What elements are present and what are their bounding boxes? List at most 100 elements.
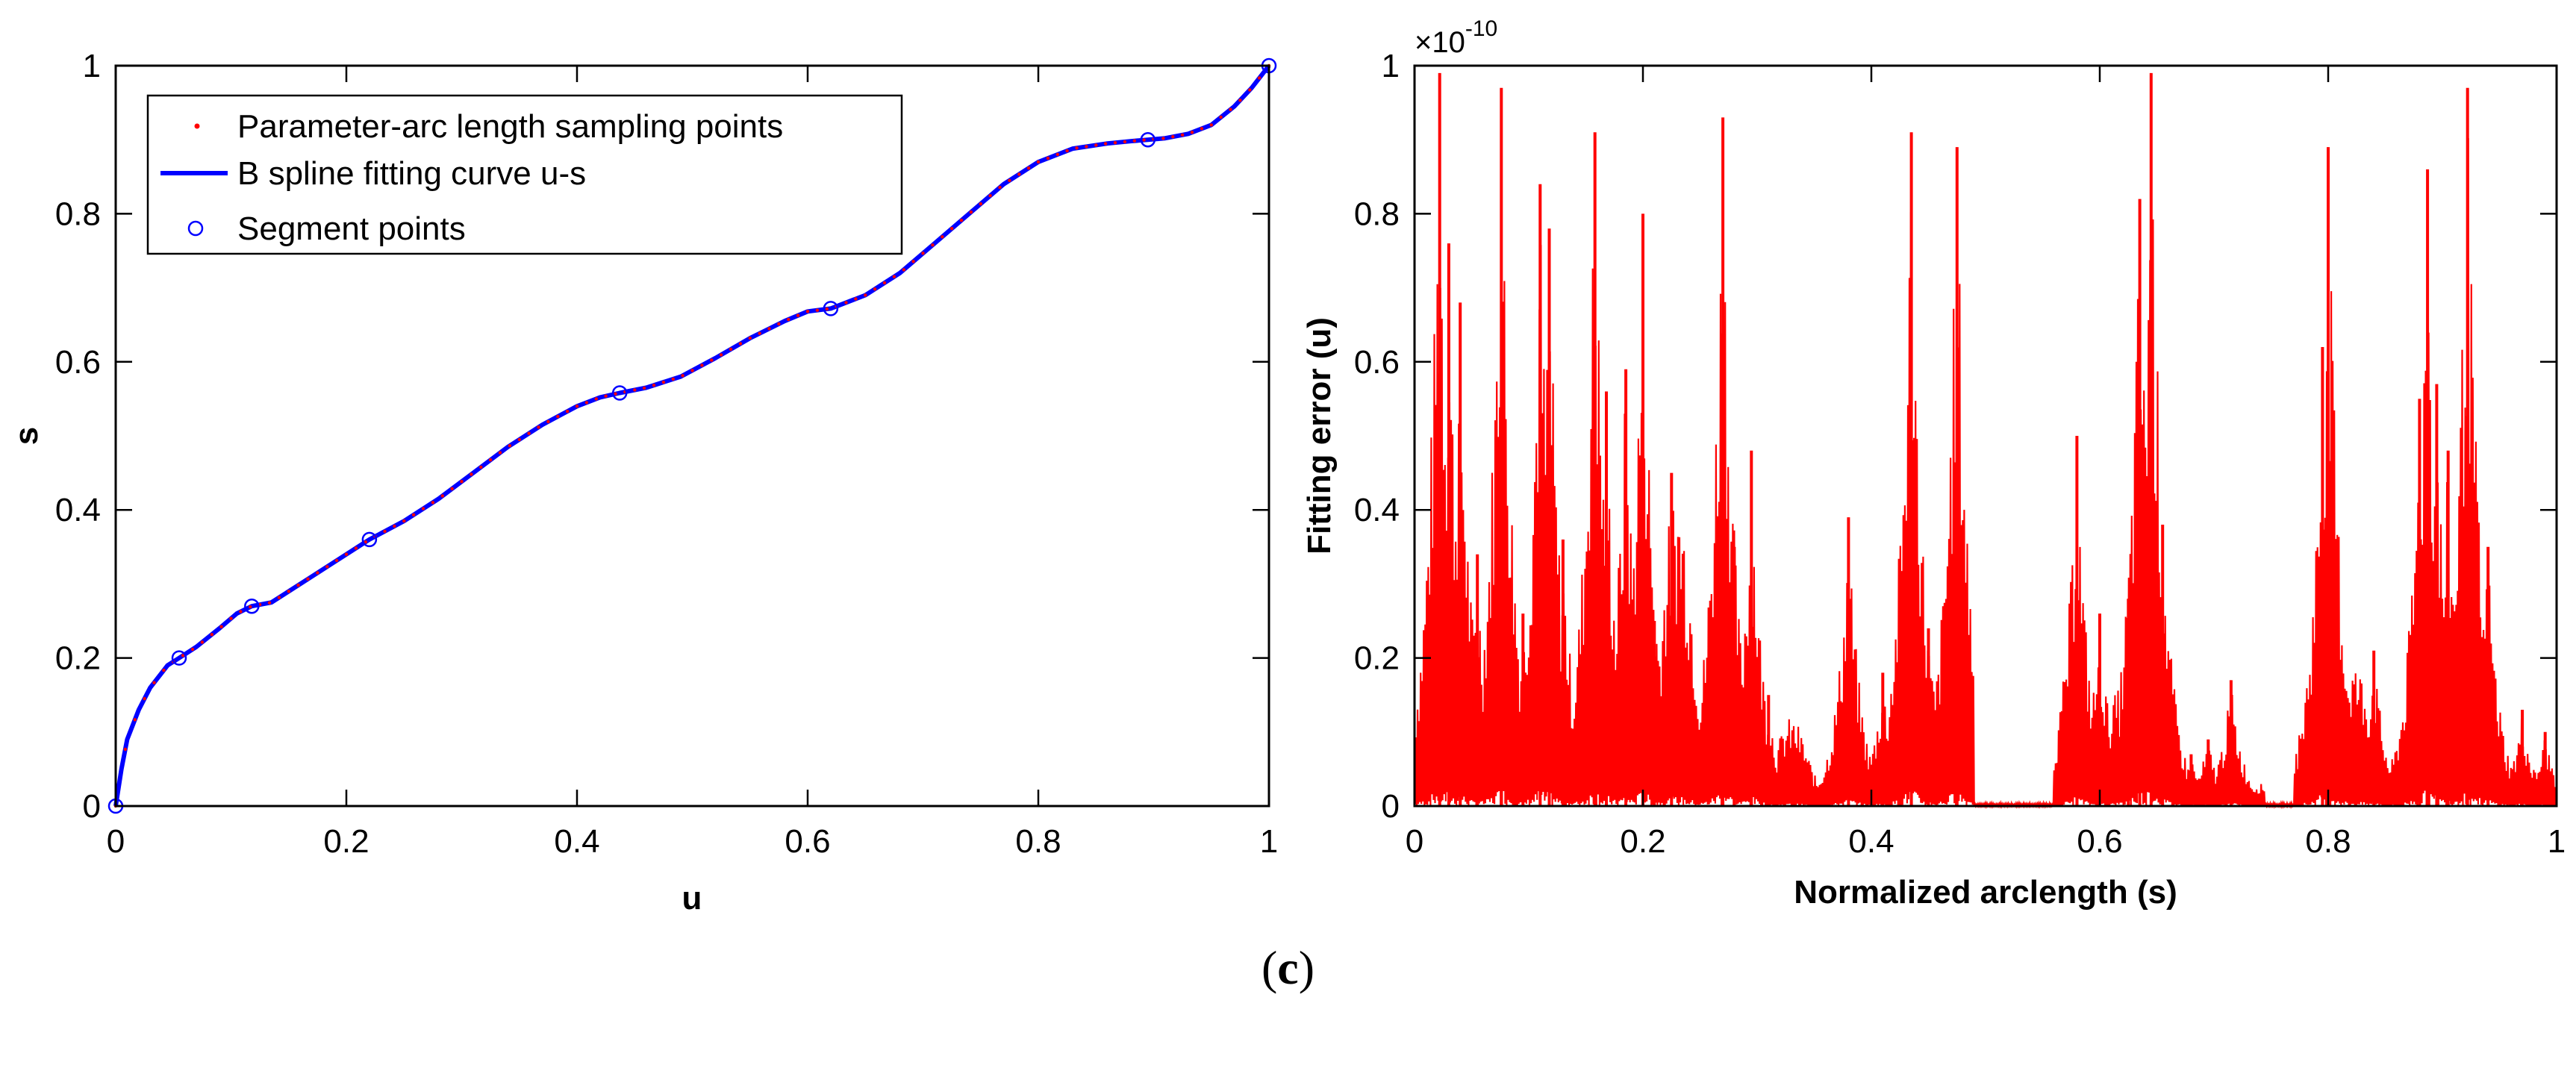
x-tick-label: 0 [107,823,125,860]
sampling-point [556,414,560,419]
x-tick-label: 1 [2548,823,2566,860]
sampling-point [1017,172,1021,176]
sampling-point [671,377,675,381]
y-tick-label: 0.6 [55,344,101,381]
sampling-point [1085,145,1088,149]
sampling-point [815,308,820,312]
sampling-point [690,369,694,372]
sampling-point [249,605,252,609]
sampling-point [777,322,781,326]
sampling-point [1046,156,1050,160]
sampling-point [1171,135,1175,139]
sampling-point [411,513,416,516]
x-tick-label: 0.6 [785,823,830,860]
sampling-point [1113,141,1117,145]
sampling-point [1026,166,1031,170]
y-tick-label: 0 [1382,788,1400,825]
segment-point [611,385,628,401]
segment-point [244,598,260,614]
sampling-point [527,431,531,435]
sampling-point [633,388,637,392]
sampling-point [1123,140,1127,144]
right-axes-frame [1413,64,2558,808]
x-tick-label: 0.2 [1620,823,1665,860]
sampling-point [1036,160,1041,164]
sampling-point [738,342,743,346]
sampling-point [219,625,223,628]
sampling-point [652,384,656,387]
sampling-point [316,571,319,575]
sampling-point [998,185,1002,190]
right-ticks: 0 0.2 0.4 0.6 0.8 1 0 0.2 0.4 0.6 0.8 1 [1354,48,2566,860]
sampling-point [1219,115,1223,119]
sampling-point [287,590,290,593]
y-tick-label: 0.4 [1354,492,1400,528]
sampling-point [969,210,973,214]
sampling-point [941,235,944,239]
sampling-point [306,577,310,581]
sampling-point [767,327,771,331]
sampling-point [575,405,579,408]
sampling-point [1075,146,1079,150]
sampling-point [959,219,964,222]
sampling-point [334,558,339,563]
sampling-point [354,546,358,550]
sampling-point [1190,131,1194,134]
sampling-point [517,437,521,442]
left-y-axis-label: s [8,427,45,445]
sampling-point [1008,178,1011,182]
sampling-point [1248,88,1252,92]
figure-caption: (c) [0,940,2576,996]
sampling-point [710,358,714,362]
sampling-point [1200,127,1204,131]
sampling-point [123,747,128,752]
legend-segment-circle-icon [187,220,204,237]
sampling-point [892,275,896,278]
sampling-point [700,363,704,367]
sampling-point [488,458,493,462]
sampling-point [604,394,608,398]
sampling-point [431,501,435,505]
sampling-point [902,268,906,272]
sampling-point [719,353,723,357]
sampling-point [479,465,483,469]
legend-sampling-marker-icon [194,123,200,129]
sampling-point [440,494,444,498]
sampling-point [1238,99,1242,102]
x-tick-label: 0.4 [554,823,599,860]
sampling-point [393,524,396,528]
sampling-point [594,397,598,401]
sampling-point [1142,138,1146,142]
y-tick-label: 0.2 [1354,640,1400,677]
sampling-point [979,202,983,206]
segment-point [823,301,839,316]
sampling-point [911,260,915,263]
sampling-point [949,227,954,231]
y-tick-label: 0.8 [1354,196,1400,232]
bspline-curve-line [113,64,1271,807]
sampling-point [729,347,733,352]
y-tick-label: 0 [83,788,101,825]
right-error-layer [1413,72,2558,810]
y-tick-label: 0.8 [55,196,101,232]
y-tick-label: 1 [1382,48,1400,84]
sampling-point [460,480,464,484]
sampling-point [546,419,550,424]
sampling-point [364,540,367,544]
sampling-point [758,331,761,335]
sampling-point [988,194,992,198]
sampling-point [796,313,800,317]
sampling-point [181,654,185,658]
right-y-exponent-base: ×10 [1415,26,1465,59]
legend-label-curve: B spline fitting curve u-s [237,155,586,192]
sampling-point [1180,133,1185,137]
sampling-point [1161,137,1165,140]
sampling-point [787,317,790,322]
sampling-point [931,243,935,247]
left-segment-layer [107,57,1277,814]
sampling-point [239,610,243,613]
sampling-point [825,307,829,311]
left-chart: 0 0.2 0.4 0.6 0.8 1 0 0.2 0.4 0.6 0.8 1 u s Paramet… [8,48,1278,916]
caption-close: ) [1298,941,1315,994]
sampling-point [1132,139,1137,143]
